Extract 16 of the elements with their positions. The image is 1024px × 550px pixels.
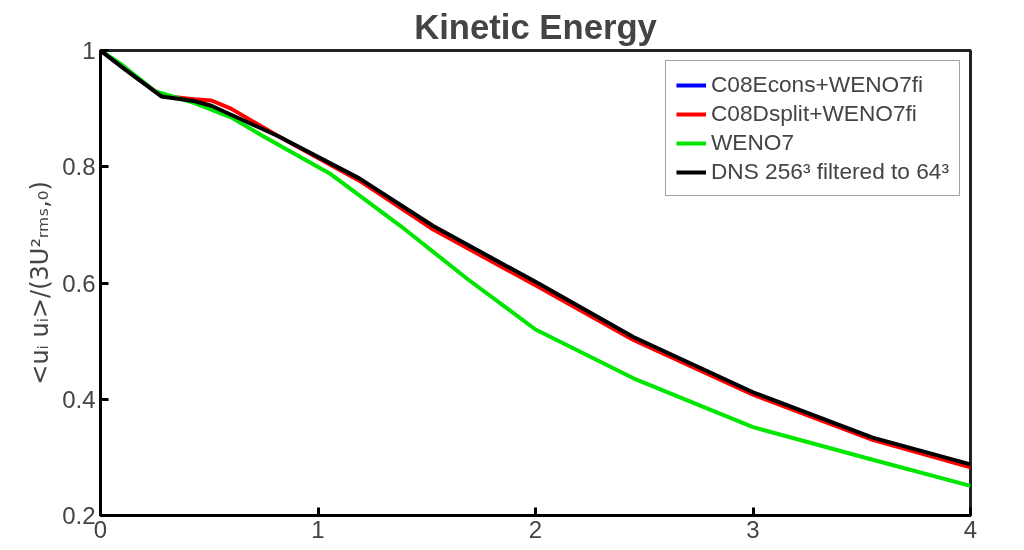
legend-label: C08Dsplit+WENO7fi <box>710 100 917 127</box>
legend-label: WENO7 <box>710 129 795 156</box>
y-tick-label: 1 <box>82 37 96 64</box>
x-tick-label: 0 <box>93 515 108 543</box>
y-tick-label: 0.2 <box>62 502 96 529</box>
y-tick-label: 0.4 <box>62 385 96 413</box>
chart-title: Kinetic Energy <box>414 7 658 46</box>
legend-label: DNS 256³ filtered to 64³ <box>710 158 949 185</box>
x-tick-label: 2 <box>528 515 543 543</box>
legend-label: C08Econs+WENO7fi <box>710 71 924 98</box>
x-tick-label: 1 <box>311 515 325 543</box>
x-tick-label: 3 <box>746 515 760 543</box>
y-tick-label: 0.8 <box>62 153 96 181</box>
x-tick-label: 4 <box>963 515 978 543</box>
y-tick-label: 0.6 <box>62 269 96 297</box>
y-axis-title: <uᵢ uᵢ>/(3U²ᵣₘₛ,₀) <box>26 181 55 385</box>
